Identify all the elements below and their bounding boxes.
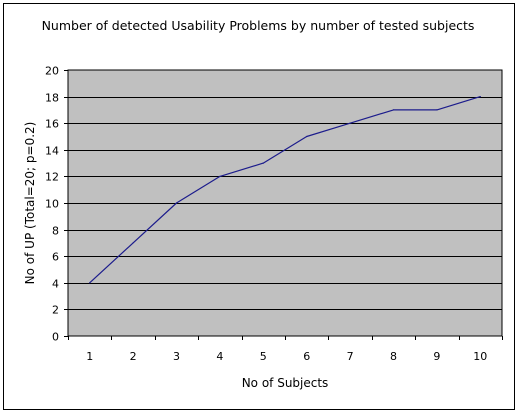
gridlines bbox=[68, 97, 502, 310]
y-tick-label-12: 12 bbox=[45, 171, 59, 184]
y-tick-label-6: 6 bbox=[52, 251, 59, 264]
x-tick-label-4: 4 bbox=[216, 350, 223, 363]
x-tick-label-5: 5 bbox=[260, 350, 267, 363]
data-point-2 bbox=[132, 242, 134, 244]
x-tick-label-7: 7 bbox=[347, 350, 354, 363]
x-tick-label-1: 1 bbox=[86, 350, 93, 363]
series-line-0 bbox=[89, 96, 481, 284]
data-point-5 bbox=[262, 162, 264, 164]
y-axis-title: No of UP (Total=20; p=0.2) bbox=[23, 122, 37, 285]
y-tick-label-20: 20 bbox=[45, 65, 59, 78]
data-point-3 bbox=[175, 202, 178, 204]
y-tick-label-4: 4 bbox=[52, 278, 59, 291]
y-tick-label-18: 18 bbox=[45, 92, 59, 105]
chart-title: Number of detected Usability Problems by… bbox=[42, 18, 475, 33]
axes bbox=[64, 70, 503, 340]
data-point-8 bbox=[392, 109, 395, 111]
y-tick-label-2: 2 bbox=[52, 304, 59, 317]
data-point-6 bbox=[306, 135, 308, 138]
x-tick-label-8: 8 bbox=[390, 350, 397, 363]
data-point-1 bbox=[89, 282, 91, 284]
x-axis-tick-labels: 1 2 3 4 5 6 7 8 9 10 bbox=[86, 350, 487, 363]
y-tick-label-0: 0 bbox=[52, 331, 59, 344]
x-tick-label-2: 2 bbox=[130, 350, 137, 363]
data-point-4 bbox=[219, 175, 221, 177]
series-layer bbox=[89, 96, 481, 284]
x-tick-label-3: 3 bbox=[173, 350, 180, 363]
x-tick-label-9: 9 bbox=[433, 350, 440, 363]
y-tick-label-14: 14 bbox=[45, 145, 59, 158]
data-point-9 bbox=[436, 109, 438, 111]
x-tick-label-10: 10 bbox=[473, 350, 487, 363]
data-point-7 bbox=[349, 122, 351, 124]
x-tick-label-6: 6 bbox=[303, 350, 310, 363]
data-point-10 bbox=[479, 96, 481, 98]
y-tick-label-8: 8 bbox=[52, 225, 59, 238]
y-tick-label-16: 16 bbox=[45, 118, 59, 131]
x-axis-title: No of Subjects bbox=[242, 376, 329, 390]
y-axis-tick-labels: 0 2 4 6 8 10 12 14 16 18 20 bbox=[45, 65, 59, 344]
y-tick-label-10: 10 bbox=[45, 198, 59, 211]
